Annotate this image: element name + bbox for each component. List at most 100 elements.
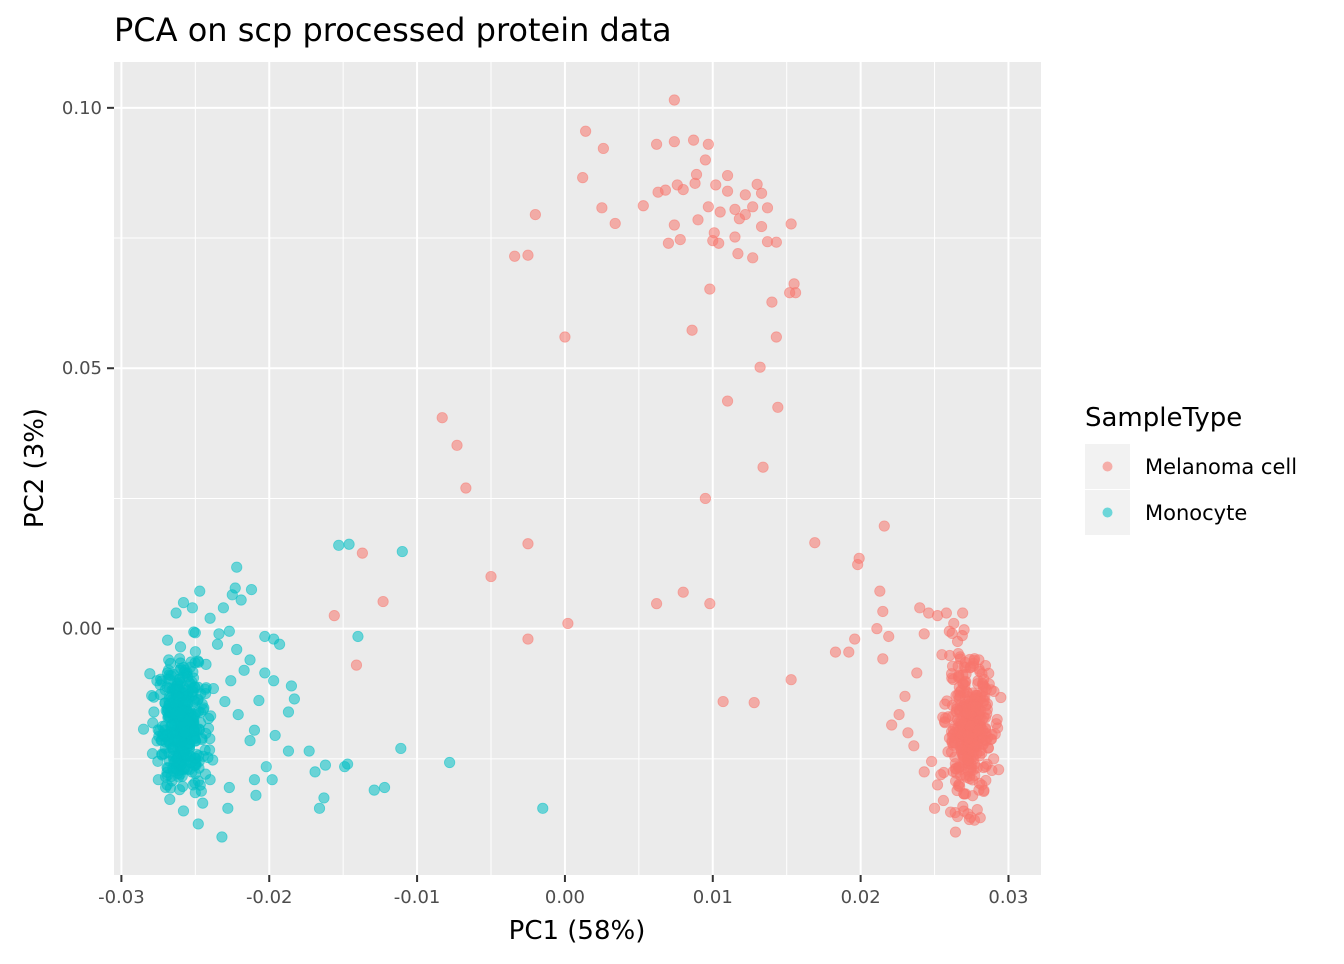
x-tick-label: 0.01 xyxy=(693,887,733,908)
point-melanoma-cell xyxy=(710,179,722,191)
point-monocyte xyxy=(319,759,332,771)
x-axis-title: PC1 (58%) xyxy=(509,916,646,946)
point-monocyte xyxy=(273,638,286,650)
point-monocyte xyxy=(207,754,219,766)
point-melanoma-cell xyxy=(914,602,926,614)
point-melanoma-cell xyxy=(662,237,675,249)
plot-panel xyxy=(114,62,1041,875)
point-melanoma-cell xyxy=(699,492,711,505)
point-monocyte xyxy=(182,715,194,727)
point-monocyte xyxy=(167,765,179,777)
legend-item-melanoma-cell: Melanoma cell xyxy=(1085,444,1297,489)
point-melanoma-cell xyxy=(958,805,970,817)
point-monocyte xyxy=(253,694,265,707)
point-melanoma-cell xyxy=(687,134,700,146)
chart-title: PCA on scp processed protein data xyxy=(114,11,672,49)
point-melanoma-cell xyxy=(751,178,763,190)
point-melanoma-cell xyxy=(878,520,890,532)
point-monocyte xyxy=(395,742,407,755)
point-melanoma-cell xyxy=(931,779,944,791)
legend-marker-melanoma-cell xyxy=(1102,461,1113,472)
point-monocyte xyxy=(161,634,174,646)
point-monocyte xyxy=(156,749,168,761)
point-melanoma-cell xyxy=(849,633,861,645)
point-melanoma-cell xyxy=(609,217,621,230)
x-tick-label: -0.02 xyxy=(246,887,293,908)
point-monocyte xyxy=(333,539,345,551)
point-melanoma-cell xyxy=(961,771,973,783)
point-melanoma-cell xyxy=(971,740,983,752)
point-monocyte xyxy=(177,780,189,793)
point-melanoma-cell xyxy=(877,605,889,618)
point-monocyte xyxy=(192,775,204,787)
point-monocyte xyxy=(192,818,204,830)
point-monocyte xyxy=(190,748,203,760)
point-melanoma-cell xyxy=(962,730,974,742)
point-monocyte xyxy=(177,805,190,817)
point-melanoma-cell xyxy=(785,674,797,686)
point-monocyte xyxy=(222,802,234,814)
point-monocyte xyxy=(396,545,408,558)
point-monocyte xyxy=(152,774,164,786)
point-monocyte xyxy=(204,774,216,786)
point-monocyte xyxy=(444,756,456,769)
point-melanoma-cell xyxy=(689,177,701,189)
point-melanoma-cell xyxy=(748,697,760,709)
point-monocyte xyxy=(269,729,281,742)
point-monocyte xyxy=(309,766,321,778)
y-tick-label: 0.05 xyxy=(62,358,102,379)
point-melanoma-cell xyxy=(957,607,969,619)
point-melanoma-cell xyxy=(377,595,389,608)
point-melanoma-cell xyxy=(659,184,672,196)
point-monocyte xyxy=(144,668,156,680)
point-monocyte xyxy=(172,735,184,747)
legend-label-melanoma-cell: Melanoma cell xyxy=(1145,455,1297,479)
point-monocyte xyxy=(178,726,191,738)
point-melanoma-cell xyxy=(668,219,680,231)
point-monocyte xyxy=(189,627,201,639)
point-melanoma-cell xyxy=(766,296,778,308)
point-melanoma-cell xyxy=(739,189,751,201)
point-melanoma-cell xyxy=(761,202,774,214)
point-melanoma-cell xyxy=(843,646,855,658)
point-melanoma-cell xyxy=(877,653,889,665)
point-monocyte xyxy=(202,712,215,725)
point-melanoma-cell xyxy=(918,628,930,640)
point-monocyte xyxy=(378,781,391,794)
point-monocyte xyxy=(170,607,182,619)
point-melanoma-cell xyxy=(350,659,363,671)
point-monocyte xyxy=(159,724,171,736)
point-melanoma-cell xyxy=(757,461,769,473)
point-monocyte xyxy=(282,745,295,757)
point-melanoma-cell xyxy=(925,755,938,768)
point-melanoma-cell xyxy=(809,537,821,549)
point-monocyte xyxy=(259,667,271,679)
point-melanoma-cell xyxy=(702,201,714,213)
point-melanoma-cell xyxy=(522,538,534,550)
point-melanoma-cell xyxy=(980,735,992,747)
point-melanoma-cell xyxy=(637,200,649,212)
legend-marker-monocyte xyxy=(1102,507,1113,518)
point-monocyte xyxy=(303,745,315,757)
point-melanoma-cell xyxy=(973,654,985,666)
point-melanoma-cell xyxy=(938,766,950,779)
point-monocyte xyxy=(223,625,235,637)
point-melanoma-cell xyxy=(940,607,952,619)
point-melanoma-cell xyxy=(729,231,741,243)
point-melanoma-cell xyxy=(772,401,784,413)
point-monocyte xyxy=(174,641,187,653)
point-monocyte xyxy=(189,735,201,747)
point-melanoma-cell xyxy=(755,220,768,233)
point-monocyte xyxy=(341,758,354,770)
point-monocyte xyxy=(537,802,549,814)
point-monocyte xyxy=(186,766,198,778)
point-monocyte xyxy=(232,708,244,721)
point-melanoma-cell xyxy=(713,237,725,249)
point-melanoma-cell xyxy=(942,746,954,758)
point-melanoma-cell xyxy=(978,694,990,707)
point-melanoma-cell xyxy=(485,570,497,583)
point-melanoma-cell xyxy=(988,753,1000,765)
point-monocyte xyxy=(164,793,176,806)
y-axis: 0.00 0.05 0.10 xyxy=(62,98,114,640)
